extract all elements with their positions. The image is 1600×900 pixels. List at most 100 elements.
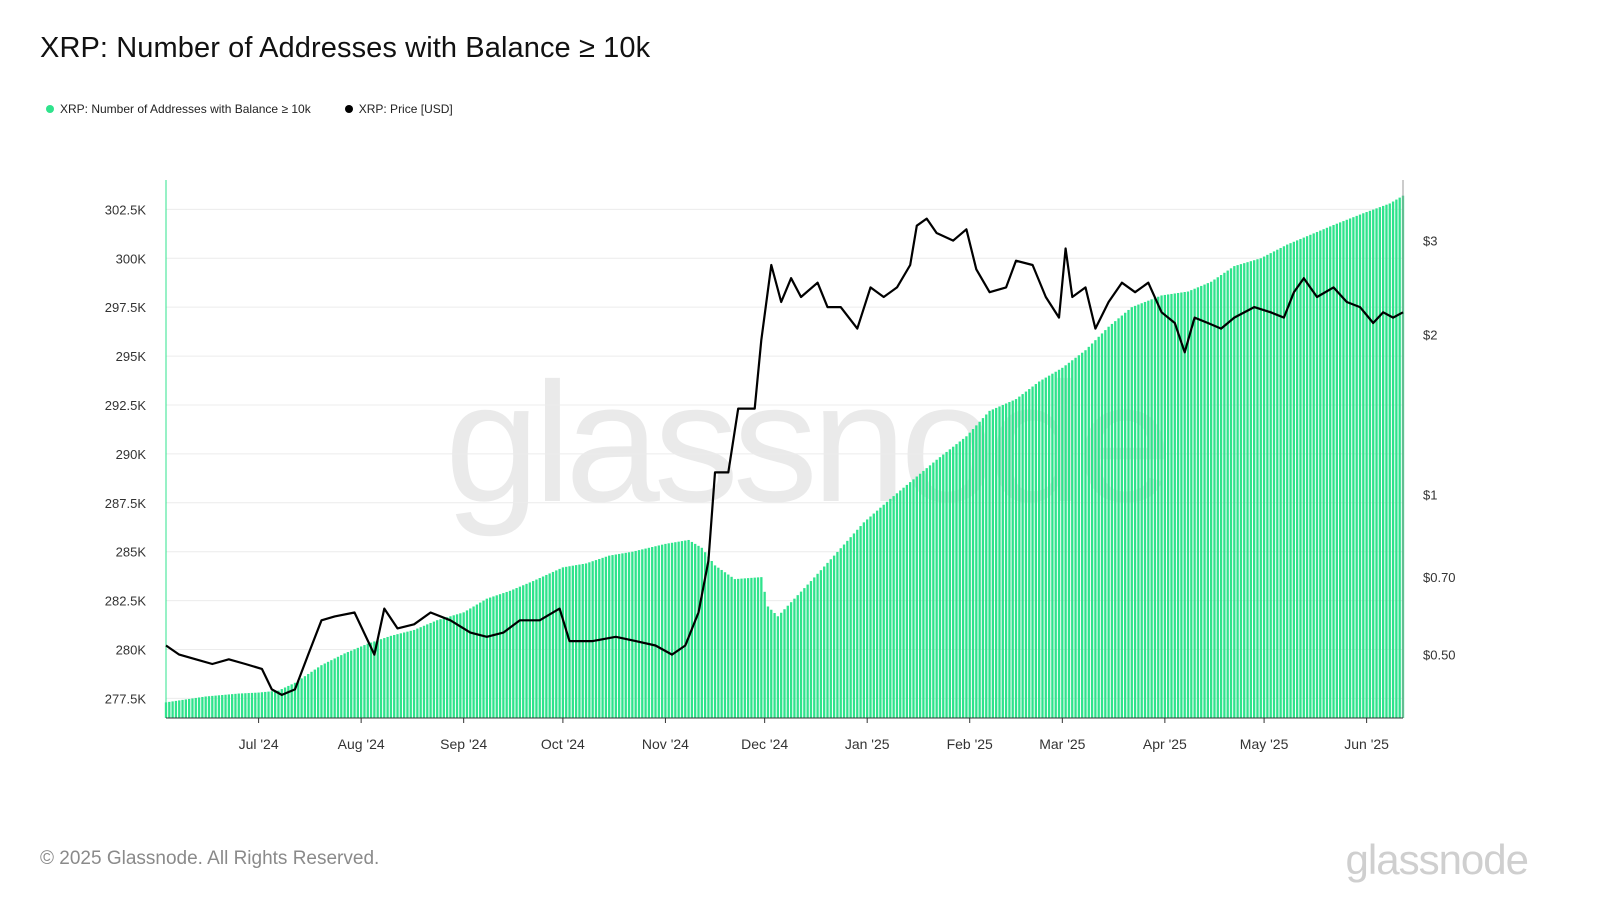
bar — [439, 619, 442, 718]
bar — [753, 577, 756, 718]
bar — [799, 591, 803, 718]
bar — [535, 579, 538, 718]
bar — [498, 594, 502, 718]
bar — [171, 701, 174, 718]
bar — [1163, 294, 1167, 718]
bar — [909, 482, 912, 718]
y-left-tick-label: 300K — [116, 251, 147, 266]
bar — [1190, 290, 1193, 718]
bar — [445, 617, 449, 718]
bar — [1104, 330, 1107, 718]
bar — [293, 682, 297, 718]
y-left-tick-label: 285K — [116, 545, 147, 560]
legend-item-price[interactable]: XRP: Price [USD] — [344, 102, 453, 116]
bar — [1382, 205, 1385, 718]
bar — [1133, 305, 1137, 718]
bar — [918, 473, 922, 718]
bar — [1094, 340, 1097, 718]
legend-item-addresses[interactable]: XRP: Number of Addresses with Balance ≥ … — [46, 102, 311, 116]
bar — [363, 645, 366, 718]
bar — [197, 697, 201, 718]
bar — [780, 612, 783, 718]
bar — [1292, 241, 1296, 718]
bar — [872, 513, 875, 718]
bar — [538, 578, 541, 718]
bar — [1219, 275, 1223, 718]
bar — [1014, 399, 1018, 718]
bar — [1011, 400, 1014, 718]
y-left-tick-label: 295K — [116, 349, 147, 364]
bar — [928, 465, 932, 718]
bar — [207, 696, 211, 718]
bar — [730, 576, 733, 718]
bar — [1127, 309, 1130, 718]
bar — [545, 574, 548, 718]
x-tick-label: Jul '24 — [239, 736, 279, 752]
bar — [505, 591, 508, 718]
bar — [297, 680, 300, 718]
bar — [531, 581, 535, 718]
bar — [230, 694, 234, 718]
bar — [350, 650, 353, 718]
bar — [1309, 234, 1312, 718]
bar — [525, 583, 528, 718]
bar — [1332, 224, 1335, 718]
bar — [1028, 389, 1031, 718]
bar — [902, 487, 905, 718]
bar — [832, 555, 836, 718]
bar — [442, 618, 445, 718]
bar — [1054, 371, 1057, 718]
bar — [1282, 246, 1286, 718]
bar — [300, 678, 303, 718]
bar — [340, 655, 343, 718]
bar — [1061, 367, 1064, 718]
bar — [660, 544, 664, 718]
bar — [922, 470, 925, 718]
bar — [1074, 357, 1077, 718]
bar — [1398, 197, 1401, 718]
bar — [938, 457, 942, 718]
bar — [326, 661, 330, 718]
bar — [770, 609, 773, 718]
bar — [432, 621, 436, 718]
bar — [839, 548, 842, 718]
bar — [713, 565, 717, 718]
bar — [783, 609, 786, 718]
bar — [823, 566, 826, 718]
bar — [254, 692, 257, 718]
bar — [763, 591, 766, 718]
bar — [1345, 219, 1348, 718]
bar — [958, 441, 961, 718]
bar — [995, 407, 998, 718]
bar — [1378, 207, 1382, 719]
bar — [224, 694, 227, 718]
bar — [1008, 402, 1011, 718]
bar — [869, 516, 872, 718]
bar — [399, 633, 402, 718]
x-tick-label: Jan '25 — [845, 736, 890, 752]
bar — [608, 555, 611, 718]
bar — [565, 566, 568, 718]
bar — [1395, 199, 1398, 719]
bar — [393, 634, 396, 718]
bar — [551, 571, 555, 718]
bar — [1193, 288, 1196, 718]
bar — [244, 693, 247, 718]
bar — [214, 695, 217, 718]
bar — [1047, 375, 1051, 718]
bar — [1203, 284, 1206, 718]
bar — [1137, 304, 1140, 718]
bar — [856, 529, 859, 718]
y-right-tick-label: $2 — [1423, 327, 1437, 342]
legend-label-price: XRP: Price [USD] — [358, 102, 453, 116]
bar — [965, 436, 968, 718]
bar — [776, 616, 780, 718]
bar — [875, 510, 879, 718]
bar — [1107, 326, 1110, 718]
bar — [1299, 238, 1302, 718]
bar — [495, 595, 498, 718]
bar — [280, 689, 283, 718]
bar — [1322, 229, 1325, 718]
bar — [985, 414, 988, 718]
